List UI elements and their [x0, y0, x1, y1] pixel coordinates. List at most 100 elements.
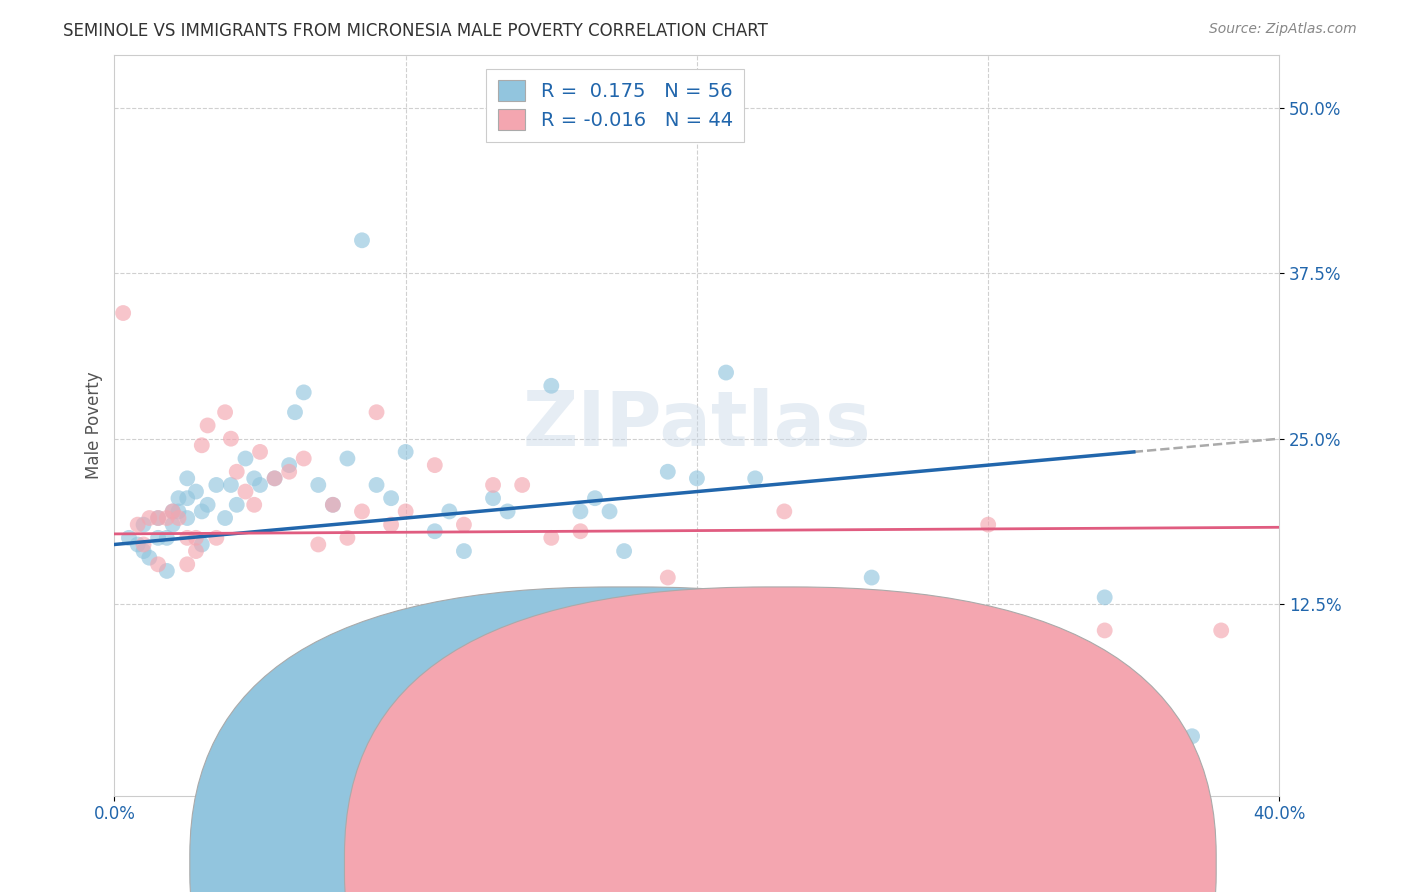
- Point: [395, 445, 418, 459]
- Point: [146, 558, 169, 572]
- Point: [977, 517, 1000, 532]
- Point: [118, 531, 141, 545]
- Point: [860, 570, 883, 584]
- Point: [132, 544, 155, 558]
- Point: [569, 504, 592, 518]
- Point: [167, 504, 190, 518]
- Point: [482, 491, 505, 506]
- Point: [714, 366, 737, 380]
- Point: [176, 511, 198, 525]
- Point: [138, 511, 160, 525]
- Point: [453, 544, 475, 558]
- Point: [613, 544, 636, 558]
- Point: [263, 471, 285, 485]
- Point: [156, 531, 179, 545]
- Point: [380, 517, 402, 532]
- Point: [176, 471, 198, 485]
- Point: [510, 478, 533, 492]
- Point: [467, 604, 489, 618]
- Point: [162, 517, 184, 532]
- Point: [146, 531, 169, 545]
- Point: [439, 504, 461, 518]
- Text: Source: ZipAtlas.com: Source: ZipAtlas.com: [1209, 22, 1357, 37]
- Point: [127, 537, 149, 551]
- Point: [184, 484, 207, 499]
- Text: SEMINOLE VS IMMIGRANTS FROM MICRONESIA MALE POVERTY CORRELATION CHART: SEMINOLE VS IMMIGRANTS FROM MICRONESIA M…: [63, 22, 768, 40]
- Point: [453, 517, 475, 532]
- Point: [284, 405, 307, 419]
- Point: [686, 471, 709, 485]
- Point: [773, 504, 796, 518]
- Point: [657, 570, 679, 584]
- Text: ZIPatlas: ZIPatlas: [523, 388, 872, 462]
- Point: [127, 517, 149, 532]
- Point: [184, 531, 207, 545]
- Point: [423, 524, 446, 539]
- Y-axis label: Male Poverty: Male Poverty: [86, 372, 103, 479]
- Point: [249, 478, 271, 492]
- Point: [146, 511, 169, 525]
- Point: [197, 418, 219, 433]
- Point: [167, 491, 190, 506]
- Point: [225, 465, 247, 479]
- Point: [132, 517, 155, 532]
- Point: [292, 451, 315, 466]
- Point: [1211, 624, 1233, 638]
- Text: Seminole: Seminole: [647, 855, 724, 872]
- Point: [263, 471, 285, 485]
- Point: [197, 498, 219, 512]
- Point: [191, 438, 214, 452]
- Legend: R =  0.175   N = 56, R = -0.016   N = 44: R = 0.175 N = 56, R = -0.016 N = 44: [486, 69, 745, 142]
- Point: [243, 471, 266, 485]
- Point: [292, 385, 315, 400]
- Point: [112, 306, 135, 320]
- Point: [569, 524, 592, 539]
- Point: [176, 531, 198, 545]
- Point: [132, 537, 155, 551]
- Point: [205, 478, 228, 492]
- Point: [482, 478, 505, 492]
- Point: [540, 531, 562, 545]
- Point: [176, 558, 198, 572]
- Point: [380, 491, 402, 506]
- Point: [657, 465, 679, 479]
- Point: [366, 478, 388, 492]
- Text: Immigrants from Micronesia: Immigrants from Micronesia: [794, 855, 1028, 872]
- Point: [1094, 624, 1116, 638]
- Point: [350, 504, 373, 518]
- Point: [219, 478, 242, 492]
- Point: [146, 511, 169, 525]
- Point: [350, 233, 373, 247]
- Point: [322, 498, 344, 512]
- Point: [336, 531, 359, 545]
- Point: [496, 504, 519, 518]
- Point: [278, 465, 301, 479]
- Point: [205, 531, 228, 545]
- Point: [423, 458, 446, 472]
- Point: [219, 432, 242, 446]
- Point: [322, 498, 344, 512]
- Point: [599, 504, 621, 518]
- Point: [307, 537, 329, 551]
- Point: [249, 445, 271, 459]
- Point: [278, 458, 301, 472]
- Point: [225, 498, 247, 512]
- Point: [307, 478, 329, 492]
- Point: [191, 537, 214, 551]
- Point: [235, 484, 257, 499]
- Point: [583, 491, 606, 506]
- Point: [540, 378, 562, 392]
- Point: [156, 564, 179, 578]
- Point: [395, 504, 418, 518]
- Point: [235, 451, 257, 466]
- Point: [184, 544, 207, 558]
- Point: [1181, 729, 1204, 743]
- Point: [831, 624, 853, 638]
- Point: [336, 451, 359, 466]
- Point: [191, 504, 214, 518]
- Point: [744, 471, 766, 485]
- Point: [162, 504, 184, 518]
- Point: [243, 498, 266, 512]
- Point: [1094, 591, 1116, 605]
- Point: [214, 511, 236, 525]
